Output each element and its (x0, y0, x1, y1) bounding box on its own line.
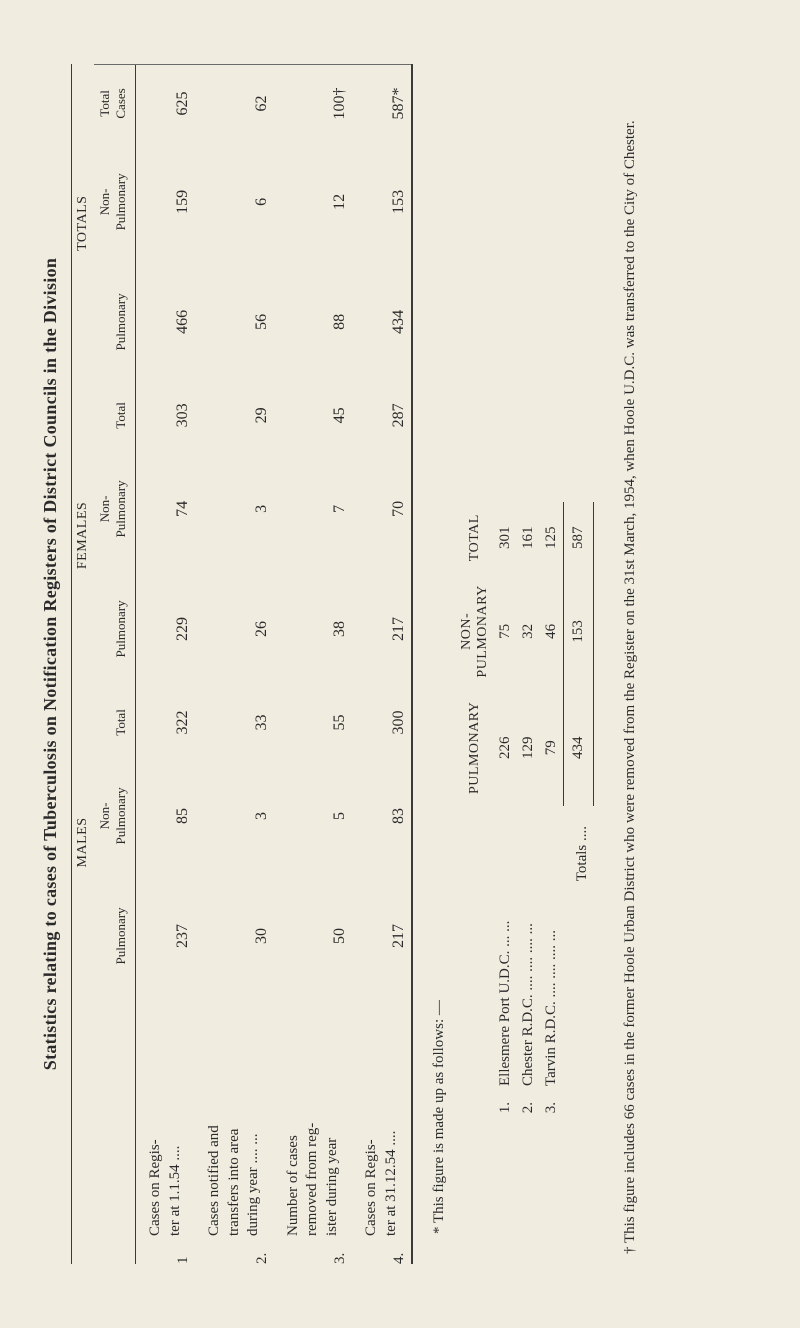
group-males: MALES (72, 689, 94, 996)
table-row: 3.Number of casesremoved from reg-ister … (274, 65, 353, 1265)
cell-t-c: 100† (274, 65, 353, 142)
row-index: 3. (274, 1240, 353, 1264)
sub-total-t: 587 (564, 502, 594, 573)
cell-f-t: 29 (195, 382, 274, 449)
sub-row-name: Ellesmere Port U.D.C. ... ... (494, 806, 517, 1098)
col-f-t: Total (94, 382, 136, 449)
table-row: 1Cases on Regis-ter at 1.1.54 ....237853… (136, 65, 196, 1265)
cell-m-p: 50 (274, 876, 353, 996)
table-row: 2.Cases notified andtransfers into aread… (195, 65, 274, 1265)
cell-f-np: 7 (274, 449, 353, 569)
cell-f-p: 217 (352, 569, 411, 689)
cell-m-np: 83 (352, 756, 411, 876)
sub-col-t: TOTAL (456, 502, 494, 573)
sub-cell-t: 161 (517, 502, 540, 573)
cell-f-p: 229 (136, 569, 196, 689)
col-m-t: Total (94, 689, 136, 756)
cell-f-np: 70 (352, 449, 411, 569)
cell-t-c: 62 (195, 65, 274, 142)
sub-section: * This figure is made up as follows: — P… (431, 64, 594, 1264)
sub-col-np: NON-PULMONARY (456, 573, 494, 689)
row-index: 2. (195, 1240, 274, 1264)
row-label: Cases on Regis-ter at 1.1.54 .... (136, 996, 196, 1240)
col-m-np: Non-Pulmonary (94, 756, 136, 876)
sub-table: PULMONARY NON-PULMONARY TOTAL 1.Ellesmer… (456, 502, 594, 1144)
sub-table-row: 2.Chester R.D.C. .... .... .... ...12932… (517, 502, 540, 1144)
cell-t-c: 625 (136, 65, 196, 142)
cell-m-p: 30 (195, 876, 274, 996)
col-t-np: Non-Pulmonary (94, 142, 136, 262)
col-f-np: Non-Pulmonary (94, 449, 136, 569)
footnote: † This figure includes 66 cases in the f… (620, 74, 640, 1254)
sub-table-row: 1.Ellesmere Port U.D.C. ... ...22675301 (494, 502, 517, 1144)
sub-cell-np: 46 (540, 573, 564, 689)
cell-f-np: 3 (195, 449, 274, 569)
col-f-p: Pulmonary (94, 569, 136, 689)
sub-cell-np: 32 (517, 573, 540, 689)
cell-t-c: 587* (352, 65, 411, 142)
row-label: Cases notified andtransfers into areadur… (195, 996, 274, 1240)
sub-row-name: Chester R.D.C. .... .... .... ... (517, 806, 540, 1098)
cell-m-p: 237 (136, 876, 196, 996)
cell-m-np: 3 (195, 756, 274, 876)
cell-t-np: 159 (136, 142, 196, 262)
cell-t-np: 153 (352, 142, 411, 262)
group-females: FEMALES (72, 382, 94, 689)
sub-table-totals: Totals ....434153587 (564, 502, 594, 1144)
sub-row-name: Tarvin R.D.C. .... .... .... ... (540, 806, 564, 1098)
col-t-c: TotalCases (94, 65, 136, 142)
cell-t-np: 6 (195, 142, 274, 262)
cell-f-p: 26 (195, 569, 274, 689)
main-table-wrap: MALES FEMALES TOTALS Pulmonary Non-Pulmo… (71, 64, 413, 1264)
sub-cell-np: 75 (494, 573, 517, 689)
sub-total-p: 434 (564, 690, 594, 806)
sub-table-row: 3.Tarvin R.D.C. .... .... .... ...794612… (540, 502, 564, 1144)
col-t-p: Pulmonary (94, 262, 136, 382)
cell-f-p: 38 (274, 569, 353, 689)
sub-total-pad (564, 1098, 594, 1144)
main-table: MALES FEMALES TOTALS Pulmonary Non-Pulmo… (72, 64, 411, 1264)
cell-f-t: 45 (274, 382, 353, 449)
cell-m-np: 85 (136, 756, 196, 876)
row-label: Number of casesremoved from reg-ister du… (274, 996, 353, 1240)
sub-total-np: 153 (564, 573, 594, 689)
cell-m-t: 300 (352, 689, 411, 756)
col-m-p: Pulmonary (94, 876, 136, 996)
cell-t-np: 12 (274, 142, 353, 262)
cell-m-t: 55 (274, 689, 353, 756)
sub-col-p: PULMONARY (456, 690, 494, 806)
cell-f-np: 74 (136, 449, 196, 569)
cell-m-t: 322 (136, 689, 196, 756)
cell-m-p: 217 (352, 876, 411, 996)
sub-cell-p: 129 (517, 690, 540, 806)
cell-t-p: 434 (352, 262, 411, 382)
cell-f-t: 287 (352, 382, 411, 449)
row-index: 4. (352, 1240, 411, 1264)
cell-t-p: 466 (136, 262, 196, 382)
page-title: Statistics relating to cases of Tubercul… (40, 64, 61, 1264)
sub-total-label: Totals .... (564, 806, 594, 1098)
cell-f-t: 303 (136, 382, 196, 449)
sub-row-index: 1. (494, 1098, 517, 1144)
cell-t-p: 88 (274, 262, 353, 382)
sub-intro: * This figure is made up as follows: — (431, 64, 448, 1234)
sub-cell-t: 125 (540, 502, 564, 573)
sub-row-index: 3. (540, 1098, 564, 1144)
sub-cell-p: 226 (494, 690, 517, 806)
cell-m-t: 33 (195, 689, 274, 756)
sub-cell-t: 301 (494, 502, 517, 573)
cell-t-p: 56 (195, 262, 274, 382)
group-totals: TOTALS (72, 65, 94, 382)
row-label: Cases on Regis-ter at 31.12.54 .... (352, 996, 411, 1240)
sub-row-index: 2. (517, 1098, 540, 1144)
cell-m-np: 5 (274, 756, 353, 876)
table-row: 4.Cases on Regis-ter at 31.12.54 ....217… (352, 65, 411, 1265)
sub-cell-p: 79 (540, 690, 564, 806)
row-index: 1 (136, 1240, 196, 1264)
